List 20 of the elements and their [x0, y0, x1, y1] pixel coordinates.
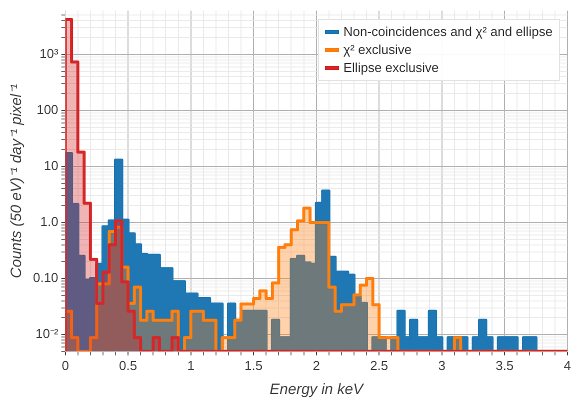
y-tick-label: 10 [44, 158, 58, 174]
legend-label: Non-coincidences and χ² and ellipse [343, 22, 553, 41]
x-tick-label: 2.5 [370, 358, 388, 373]
x-tick-label: 3 [438, 358, 446, 373]
x-tick-label: 0.5 [119, 358, 138, 373]
y-tick-label: 100 [36, 102, 58, 118]
legend-label: χ² exclusive [343, 40, 412, 59]
y-tick-label: 10⁻² [36, 326, 59, 342]
x-tick-label: 1 [187, 358, 194, 373]
x-tick-label: 1.5 [244, 358, 263, 373]
y-tick-label: 10³ [40, 46, 59, 61]
x-tick-label: 0 [62, 358, 69, 373]
y-tick-label: 1.0 [40, 214, 58, 230]
x-tick-label: 3.5 [496, 358, 514, 373]
y-axis-title: Counts (50 eV)⁻¹ day⁻¹ pixel⁻¹ [8, 84, 26, 278]
x-tick-label: 2 [312, 358, 320, 373]
x-tick-label: 4 [564, 358, 571, 373]
legend-label: Ellipse exclusive [343, 58, 439, 77]
x-axis-title: Energy in keV [270, 381, 366, 398]
y-tick-label: 0.10 [32, 270, 58, 286]
